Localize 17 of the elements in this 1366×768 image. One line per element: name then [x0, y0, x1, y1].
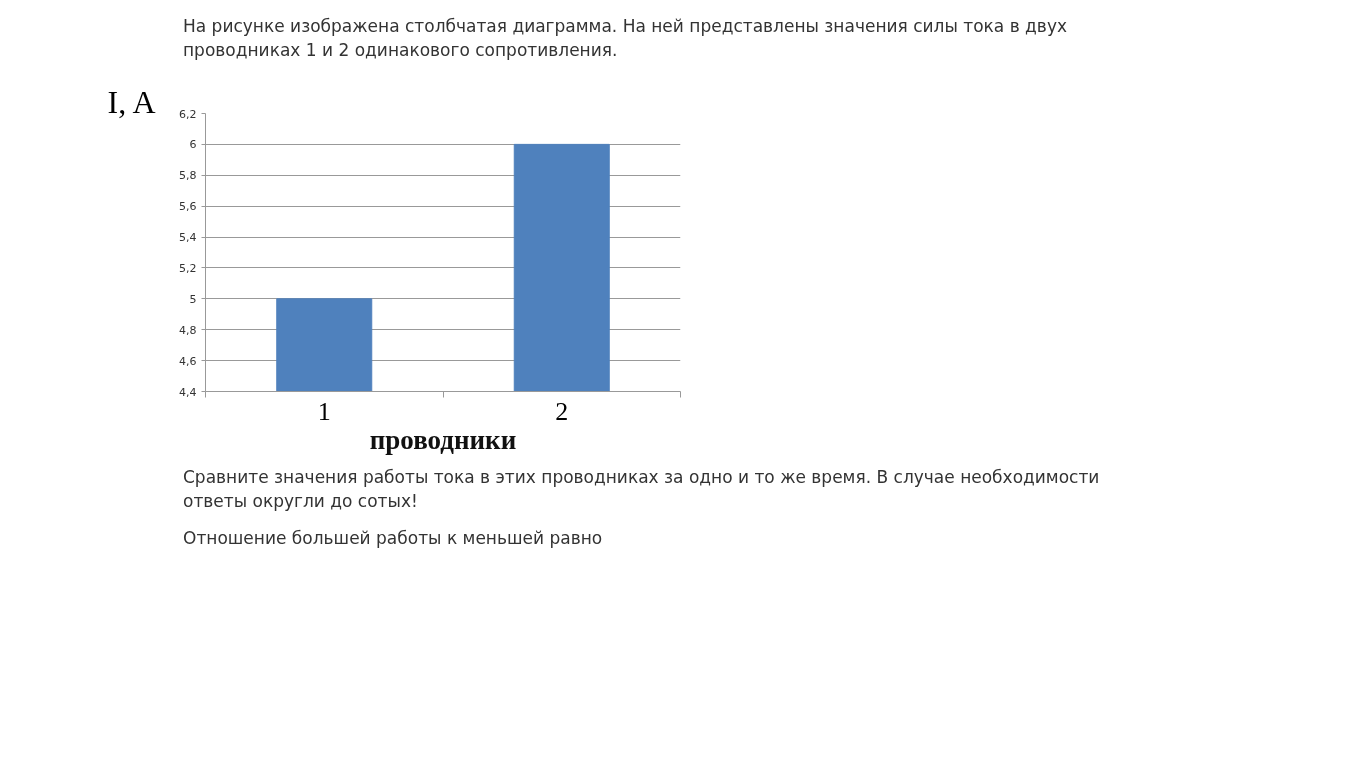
- y-axis-title: I, A: [107, 83, 156, 120]
- y-tick-label: 6: [189, 138, 197, 152]
- chart-title: На рисунке изображена столбчатая диаграмма. На ней представлены значения силы тока в двух проводниках 1 и 2 одинакового сопротивления.: [183, 15, 1068, 62]
- y-tick-label: 4,4: [179, 385, 197, 399]
- y-tick-label: 4,6: [179, 354, 197, 368]
- y-tick-label: 5: [189, 292, 197, 306]
- y-tick-label: 6,2: [179, 107, 197, 121]
- x-tick-label: 1: [317, 396, 331, 426]
- y-tick-label: 5,8: [179, 169, 197, 183]
- x-tick-label: 2: [555, 396, 569, 426]
- text: Сравните значения работы тока в этих проводниках за одно и то же время. В случае необходимости ответы округли до сотых!: [183, 466, 1101, 513]
- x-axis-title: проводники: [369, 424, 517, 455]
- y-tick-label: 5,4: [179, 231, 197, 245]
- y-tick-label: 5,2: [179, 261, 197, 275]
- text: Отношение большей работы к меньшей равно: [183, 527, 603, 550]
- y-tick-label: 5,6: [179, 200, 197, 214]
- y-tick-label: 4,8: [179, 323, 197, 337]
